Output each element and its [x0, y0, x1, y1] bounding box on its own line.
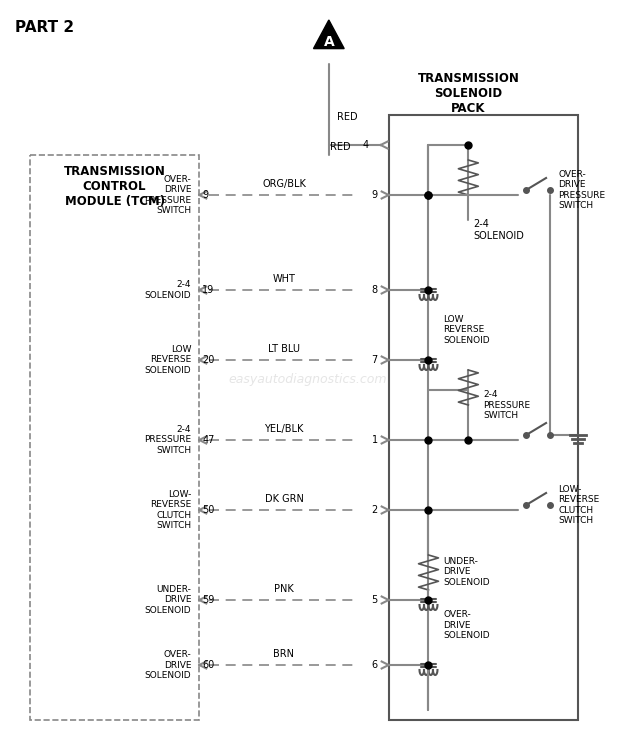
Text: 7: 7 — [371, 355, 378, 365]
Text: TRANSMISSION
CONTROL
MODULE (TCM): TRANSMISSION CONTROL MODULE (TCM) — [64, 165, 166, 208]
Text: 2-4
PRESSURE
SWITCH: 2-4 PRESSURE SWITCH — [144, 425, 192, 455]
Bar — [389, 115, 578, 720]
Text: RED: RED — [337, 112, 357, 122]
Text: 2-4
SOLENOID: 2-4 SOLENOID — [473, 219, 524, 241]
Text: PART 2: PART 2 — [15, 20, 74, 35]
Text: OVER-
DRIVE
SOLENOID: OVER- DRIVE SOLENOID — [145, 650, 192, 680]
Text: 8: 8 — [371, 285, 378, 295]
Text: RED: RED — [330, 142, 351, 152]
Polygon shape — [313, 20, 344, 49]
Text: LT BLU: LT BLU — [268, 344, 300, 354]
Text: BRN: BRN — [274, 649, 295, 659]
Text: 2-4
PRESSURE
SWITCH: 2-4 PRESSURE SWITCH — [483, 390, 530, 420]
Text: easyautodiagnostics.com: easyautodiagnostics.com — [229, 374, 387, 386]
Text: 19: 19 — [202, 285, 214, 295]
Text: LOW-
REVERSE
CLUTCH
SWITCH: LOW- REVERSE CLUTCH SWITCH — [558, 485, 599, 525]
Text: OVER-
DRIVE
PRESSURE
SWITCH: OVER- DRIVE PRESSURE SWITCH — [144, 175, 192, 215]
Text: 20: 20 — [202, 355, 214, 365]
Text: UNDER-
DRIVE
SOLENOID: UNDER- DRIVE SOLENOID — [145, 585, 192, 615]
Text: TRANSMISSION
SOLENOID
PACK: TRANSMISSION SOLENOID PACK — [417, 72, 519, 115]
Text: 4: 4 — [363, 140, 369, 150]
Text: 2-4
SOLENOID: 2-4 SOLENOID — [145, 280, 192, 300]
Text: PNK: PNK — [274, 584, 294, 594]
Text: LOW-
REVERSE
CLUTCH
SWITCH: LOW- REVERSE CLUTCH SWITCH — [150, 490, 192, 530]
Text: 2: 2 — [371, 505, 378, 515]
Text: A: A — [323, 35, 334, 49]
Text: LOW
REVERSE
SOLENOID: LOW REVERSE SOLENOID — [145, 345, 192, 375]
Text: 9: 9 — [202, 190, 208, 200]
Text: OVER-
DRIVE
SOLENOID: OVER- DRIVE SOLENOID — [444, 610, 490, 640]
Text: 6: 6 — [371, 660, 378, 670]
Text: YEL/BLK: YEL/BLK — [265, 424, 303, 434]
Bar — [30, 155, 199, 720]
Text: 59: 59 — [202, 595, 214, 605]
Text: UNDER-
DRIVE
SOLENOID: UNDER- DRIVE SOLENOID — [444, 557, 490, 587]
Text: 5: 5 — [371, 595, 378, 605]
Text: LOW
REVERSE
SOLENOID: LOW REVERSE SOLENOID — [444, 315, 490, 345]
Text: 47: 47 — [202, 435, 214, 445]
Text: 60: 60 — [202, 660, 214, 670]
Text: 9: 9 — [371, 190, 378, 200]
Text: OVER-
DRIVE
PRESSURE
SWITCH: OVER- DRIVE PRESSURE SWITCH — [558, 170, 605, 210]
Text: ORG/BLK: ORG/BLK — [262, 179, 306, 189]
Text: 1: 1 — [371, 435, 378, 445]
Text: 50: 50 — [202, 505, 214, 515]
Text: WHT: WHT — [273, 274, 295, 284]
Text: DK GRN: DK GRN — [265, 494, 303, 504]
